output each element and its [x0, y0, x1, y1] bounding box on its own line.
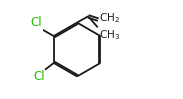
Text: CH$_3$: CH$_3$ [99, 28, 120, 42]
Text: CH$_2$: CH$_2$ [99, 11, 120, 25]
Text: Cl: Cl [33, 70, 45, 83]
Text: Cl: Cl [30, 16, 42, 29]
